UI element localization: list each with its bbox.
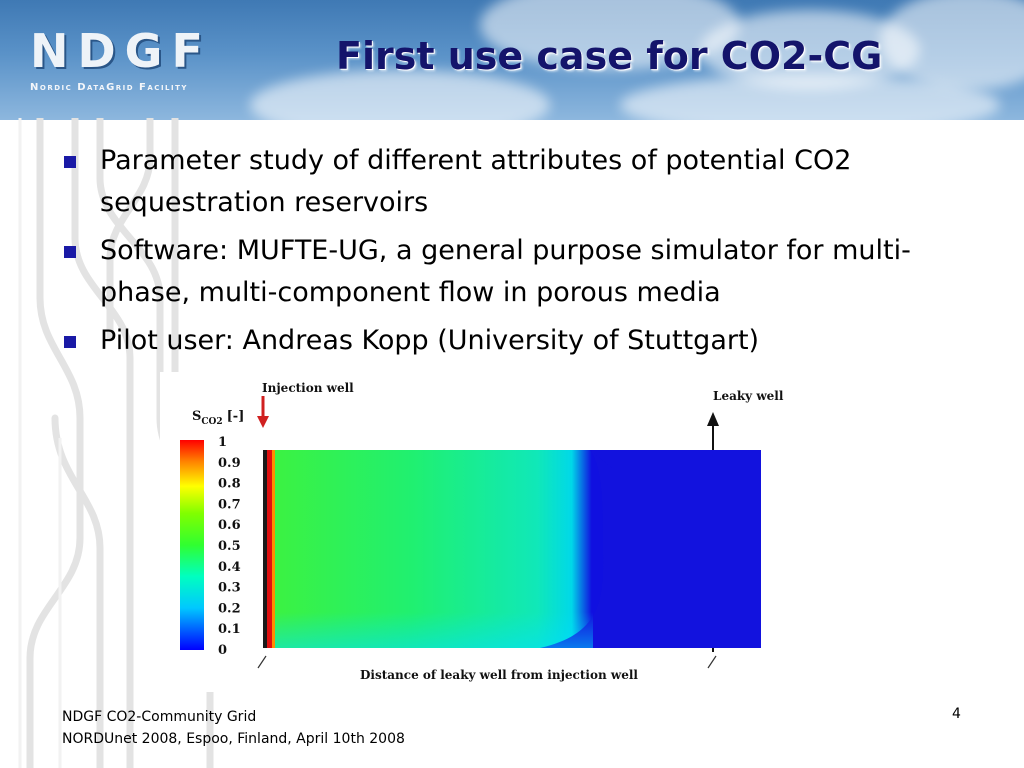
colorbar-tick-label: 0.3 — [218, 581, 241, 596]
colorbar-title: SCO2 [-] — [192, 409, 244, 427]
slide-title: First use case for CO2-CG — [336, 34, 883, 78]
saturation-plot: Injection well Leaky well SCO2 [-] 1 0.9 0.… — [180, 381, 784, 682]
injection-well-edge — [272, 450, 275, 648]
bullet-text: Pilot user: Andreas Kopp (University of … — [100, 325, 760, 356]
low-saturation-region — [540, 450, 761, 648]
colorbar-tick-label: 0.8 — [218, 477, 241, 492]
ndgf-logo: NDGF Nordic DataGrid Facility — [30, 28, 212, 93]
injection-arrow-icon — [257, 396, 269, 428]
colorbar-tick-label: 0.7 — [218, 497, 241, 512]
header-banner: NDGF Nordic DataGrid Facility First use … — [0, 0, 1024, 120]
colorbar-tick-label: 0.4 — [218, 560, 241, 575]
logo-wordmark: NDGF — [30, 24, 212, 78]
axis-break-right — [707, 655, 717, 669]
colorbar-ticks: 1 0.9 0.8 0.7 0.6 0.5 0.4 0.3 0.2 0.1 0 — [218, 435, 241, 658]
footer-line-2: NORDUnet 2008, Espoo, Finland, April 10t… — [62, 731, 405, 747]
colorbar-tick-label: 0.1 — [218, 622, 241, 637]
bullet-list: Parameter study of different attributes … — [60, 140, 960, 368]
footer-info: NDGF CO2-Community Grid NORDUnet 2008, E… — [62, 706, 405, 750]
colorbar-tick-label: 0.6 — [218, 518, 241, 533]
bullet-text: Software: MUFTE-UG, a general purpose si… — [100, 235, 911, 308]
bullet-item: Pilot user: Andreas Kopp (University of … — [60, 320, 960, 362]
logo-subtitle: Nordic DataGrid Facility — [30, 82, 188, 93]
bottom-fade — [263, 612, 593, 648]
bullet-item: Parameter study of different attributes … — [60, 140, 960, 224]
colorbar-tick-label: 0 — [218, 643, 227, 658]
colorbar — [180, 440, 204, 650]
injection-well-label: Injection well — [262, 381, 354, 395]
square-bullet-icon — [64, 156, 76, 168]
axis-break-left — [257, 655, 267, 669]
footer-line-1: NDGF CO2-Community Grid — [62, 709, 257, 725]
injection-well-line — [263, 450, 267, 648]
bullet-item: Software: MUFTE-UG, a general purpose si… — [60, 230, 960, 314]
colorbar-tick-label: 0.5 — [218, 539, 241, 554]
simulation-figure: Injection well Leaky well SCO2 [-] 1 0.9 0.… — [160, 372, 800, 692]
colorbar-tick-label: 1 — [218, 435, 227, 450]
colorbar-tick-label: 0.2 — [218, 601, 241, 616]
square-bullet-icon — [64, 246, 76, 258]
colorbar-tick-label: 0.9 — [218, 456, 241, 471]
x-axis-label: Distance of leaky well from injection we… — [360, 668, 638, 682]
injection-well-saturation — [267, 450, 272, 648]
leaky-well-label: Leaky well — [713, 389, 784, 403]
bullet-text: Parameter study of different attributes … — [100, 145, 852, 218]
page-number: 4 — [952, 706, 961, 722]
square-bullet-icon — [64, 336, 76, 348]
